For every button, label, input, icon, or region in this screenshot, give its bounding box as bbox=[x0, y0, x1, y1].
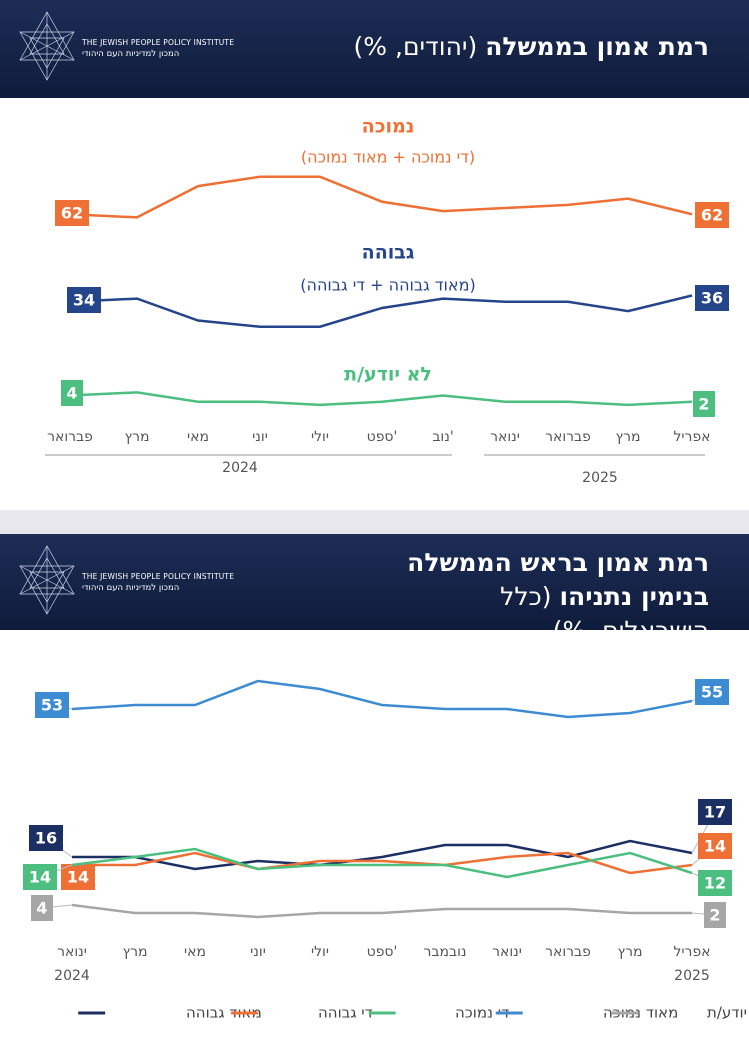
logo-text: המכון למדיניות העם היהודי bbox=[82, 49, 180, 59]
value-label: 62 bbox=[61, 204, 83, 223]
series-name: גבוהה bbox=[362, 242, 415, 264]
separator bbox=[0, 510, 749, 534]
header: THE JEWISH PEOPLE POLICY INSTITUTE המכון… bbox=[0, 534, 749, 645]
legend-label: די גבוהה bbox=[318, 1004, 373, 1022]
value-label-box bbox=[698, 833, 732, 859]
series-note: (די נמוכה + מאוד נמוכה) bbox=[301, 148, 475, 167]
series-name: נמוכה bbox=[362, 116, 415, 138]
value-label: 14 bbox=[29, 868, 51, 887]
x-group-label: 2024 bbox=[222, 460, 258, 476]
series-line bbox=[72, 851, 693, 875]
value-label-box bbox=[704, 902, 726, 928]
x-tick-label: ינואר bbox=[492, 944, 522, 960]
value-label-box bbox=[67, 287, 101, 313]
x-tick-label: מרץ bbox=[618, 944, 643, 960]
subtitle: (יהודים, %) bbox=[353, 32, 478, 61]
x-tick-label: יולי bbox=[311, 429, 329, 445]
value-label-box bbox=[698, 799, 732, 825]
value-label-box bbox=[35, 692, 69, 718]
chart-title: רמת אמון בממשלה (יהודים, %) bbox=[289, 30, 709, 64]
value-label: 34 bbox=[73, 291, 95, 310]
series-note: (מאוד גבוהה + די גבוהה) bbox=[300, 276, 475, 295]
x-tick-label: אפריל bbox=[673, 429, 710, 445]
x-tick-label: פברואר bbox=[545, 944, 591, 960]
series-line bbox=[71, 903, 692, 919]
value-label: 2 bbox=[698, 395, 709, 414]
title: רמת אמון בממשלה bbox=[485, 32, 709, 61]
x-group-label: 2025 bbox=[674, 968, 710, 984]
logo-text: המכון למדיניות העם היהודי bbox=[82, 583, 180, 593]
legend-label: מאוד נמוכה bbox=[603, 1004, 678, 1022]
value-label: 53 bbox=[41, 696, 63, 715]
x-tick-label: יוני bbox=[252, 429, 268, 445]
value-label-box bbox=[23, 864, 57, 890]
value-label-box bbox=[698, 870, 732, 896]
legend-label: די נמוכה bbox=[455, 1004, 509, 1022]
value-label: 55 bbox=[701, 683, 723, 702]
x-tick-label: אפריל bbox=[673, 944, 710, 960]
series-line bbox=[72, 839, 693, 871]
series-line bbox=[69, 175, 693, 219]
x-tick-label: נובמבר bbox=[423, 944, 466, 960]
x-tick-label: ספט' bbox=[367, 944, 398, 960]
value-label: 16 bbox=[35, 829, 57, 848]
logo-text: THE JEWISH PEOPLE POLICY INSTITUTE bbox=[82, 572, 235, 581]
x-tick-label: נוב' bbox=[432, 429, 453, 445]
legend-label: לא יודע/ת bbox=[707, 1004, 749, 1022]
x-tick-label: ינואר bbox=[490, 429, 520, 445]
series-line bbox=[71, 847, 693, 879]
series-line bbox=[69, 391, 693, 407]
value-label: 62 bbox=[701, 206, 723, 225]
x-tick-label: מרץ bbox=[616, 429, 641, 445]
x-tick-label: יולי bbox=[311, 944, 329, 960]
logo-text: THE JEWISH PEOPLE POLICY INSTITUTE bbox=[82, 38, 235, 47]
value-label: 14 bbox=[67, 868, 89, 887]
x-tick-label: מאי bbox=[184, 944, 206, 960]
header: THE JEWISH PEOPLE POLICY INSTITUTE המכון… bbox=[0, 0, 749, 98]
value-label-box bbox=[55, 200, 89, 226]
value-label-box bbox=[695, 679, 729, 705]
logo-mark bbox=[19, 545, 75, 615]
x-tick-label: מאי bbox=[187, 429, 209, 445]
value-label: 4 bbox=[66, 384, 77, 403]
x-tick-label: ספט' bbox=[367, 429, 398, 445]
value-label-box bbox=[61, 864, 95, 890]
series-line bbox=[69, 294, 693, 328]
x-tick-label: מרץ bbox=[123, 944, 148, 960]
value-label: 17 bbox=[704, 803, 726, 822]
series-name: לא יודע/ת bbox=[344, 364, 432, 386]
value-label: 2 bbox=[709, 906, 720, 925]
value-label: 36 bbox=[701, 289, 723, 308]
value-label-box bbox=[29, 825, 63, 851]
logo: THE JEWISH PEOPLE POLICY INSTITUTE המכון… bbox=[16, 542, 236, 622]
value-label: 4 bbox=[36, 899, 47, 918]
logo-mark bbox=[19, 11, 75, 81]
value-label-box bbox=[695, 285, 729, 311]
value-label: 12 bbox=[704, 874, 726, 893]
x-tick-label: ינואר bbox=[57, 944, 87, 960]
title: רמת אמון בראש הממשלה בנימין נתניהו bbox=[407, 548, 709, 611]
value-label: 14 bbox=[704, 837, 726, 856]
value-label-box bbox=[61, 380, 83, 406]
value-label-box bbox=[31, 895, 53, 921]
x-group-label: 2025 bbox=[582, 470, 618, 486]
x-tick-label: מרץ bbox=[125, 429, 150, 445]
subtitle: (כלל הישראלים, %) bbox=[500, 582, 709, 645]
series-line bbox=[71, 679, 693, 719]
legend-label: מאוד גבוהה bbox=[186, 1004, 262, 1022]
chart-title: רמת אמון בראש הממשלה בנימין נתניהו (כלל … bbox=[399, 546, 709, 648]
logo: THE JEWISH PEOPLE POLICY INSTITUTE המכון… bbox=[16, 8, 236, 88]
value-label-box bbox=[693, 391, 715, 417]
value-label-box bbox=[695, 202, 729, 228]
x-tick-label: פברואר bbox=[545, 429, 591, 445]
x-tick-label: פברואר bbox=[47, 429, 93, 445]
x-tick-label: יוני bbox=[250, 944, 266, 960]
x-group-label: 2024 bbox=[54, 968, 90, 984]
